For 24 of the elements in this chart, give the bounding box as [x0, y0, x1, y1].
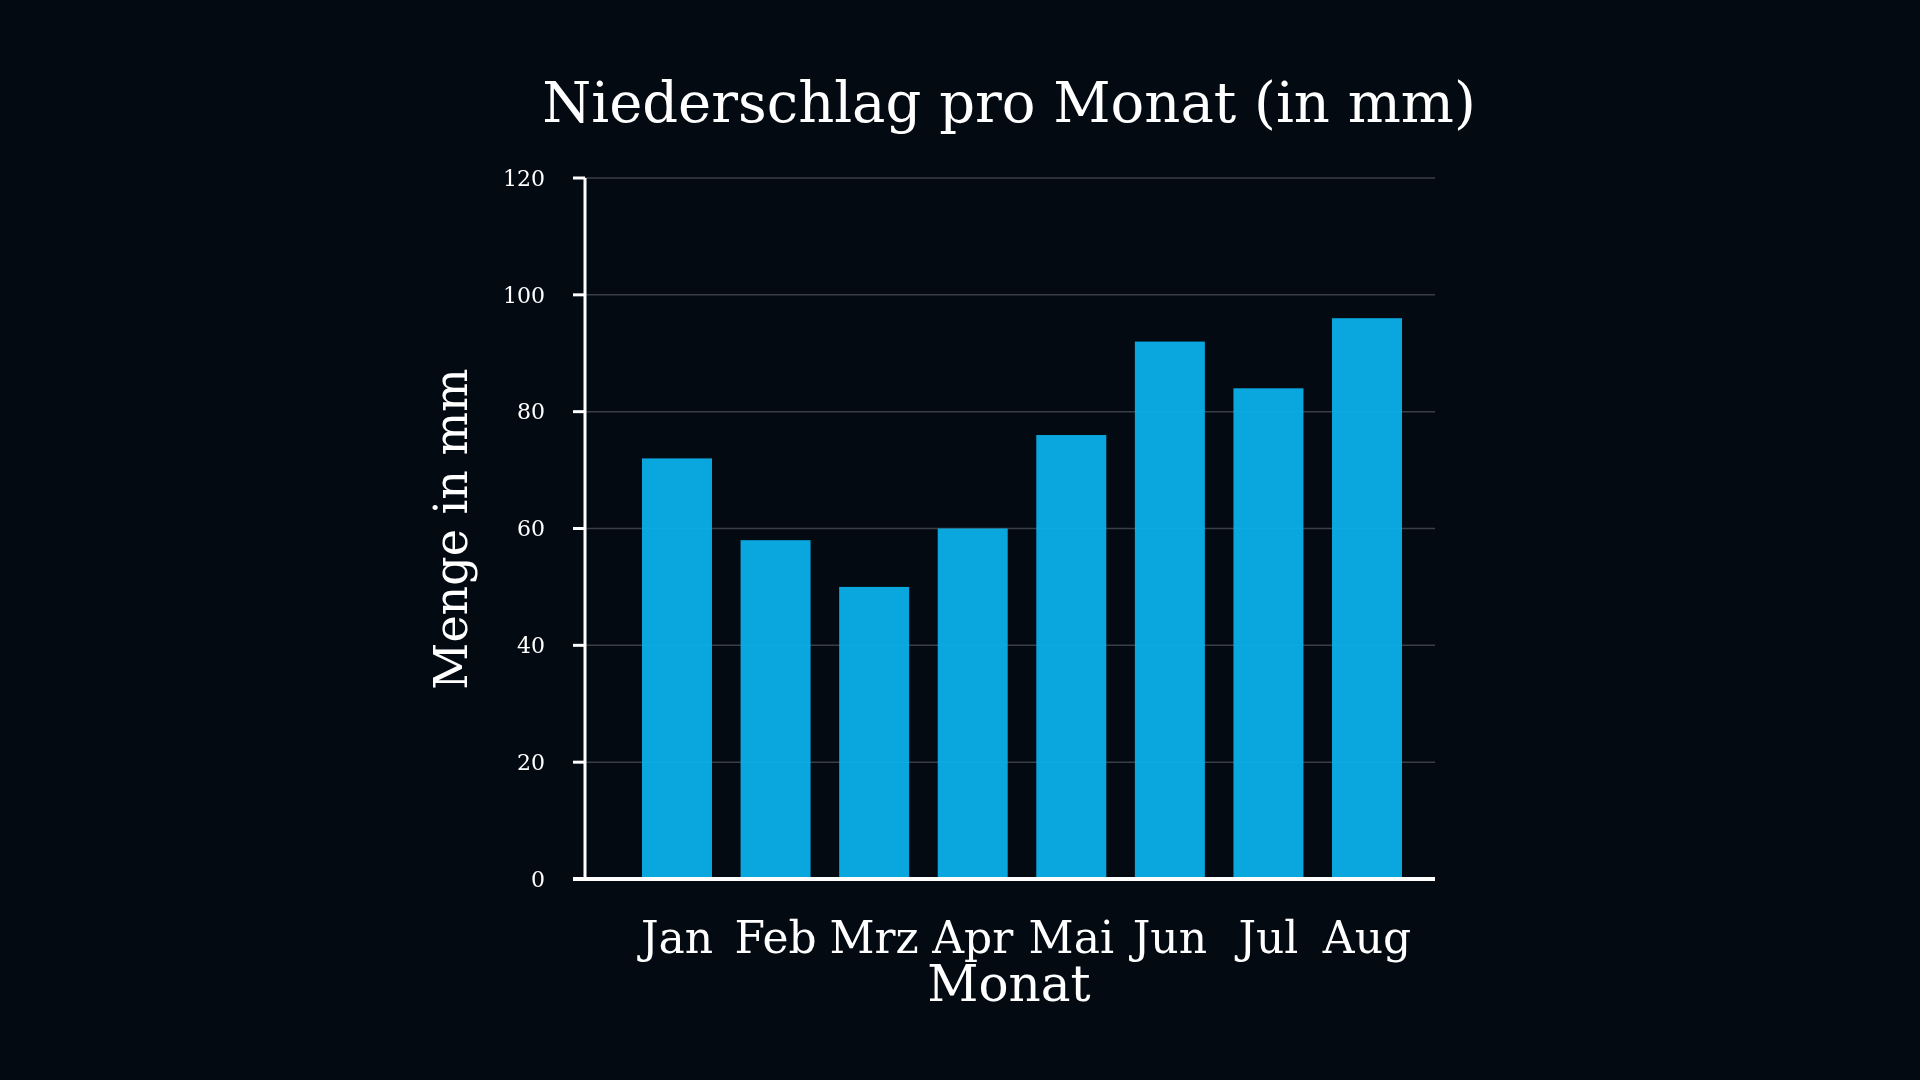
chart-title: Niederschlag pro Monat (in mm) — [542, 70, 1476, 135]
x-tick-label: Jun — [1128, 912, 1208, 963]
bar — [642, 458, 712, 879]
x-tick-label: Aug — [1321, 912, 1412, 963]
bar — [1233, 388, 1304, 879]
bar — [839, 586, 910, 879]
y-tick-label: 0 — [531, 866, 545, 892]
y-tick-label: 120 — [503, 165, 545, 191]
x-tick-label: Jan — [636, 912, 714, 963]
x-tick-label: Jul — [1234, 912, 1299, 963]
y-tick-label: 80 — [517, 399, 545, 425]
bar — [1134, 341, 1205, 879]
y-axis-title: Menge in mm — [424, 368, 478, 690]
y-tick-label: 20 — [517, 749, 545, 775]
bar — [1036, 435, 1107, 879]
x-tick-label: Feb — [734, 912, 817, 963]
x-tick-label: Mai — [1028, 912, 1114, 963]
bar — [937, 528, 1008, 879]
bar — [1332, 318, 1402, 879]
y-tick-label: 60 — [517, 516, 545, 542]
y-tick-label: 40 — [517, 633, 545, 659]
x-tick-label: Mrz — [829, 912, 919, 963]
bar — [740, 540, 811, 879]
y-tick-label: 100 — [503, 282, 545, 308]
